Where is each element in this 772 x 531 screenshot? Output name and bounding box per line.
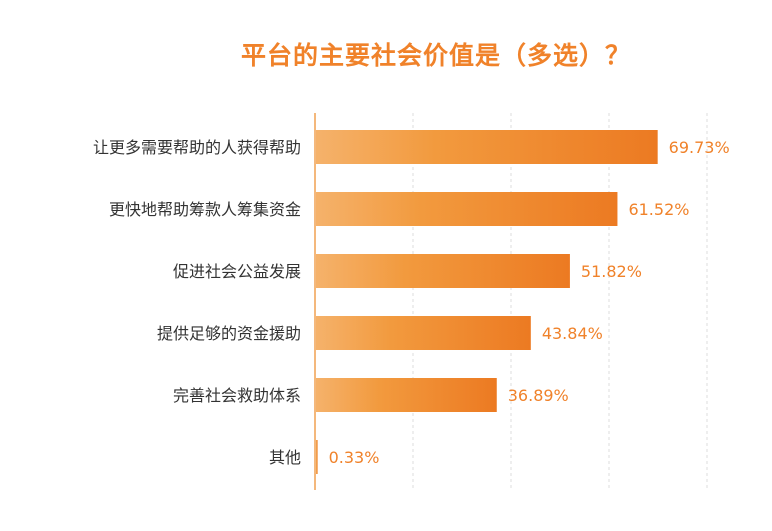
- labels: 让更多需要帮助的人获得帮助 69.73% 更快地帮助筹款人筹集资金 61.52% 促进社…: [93, 138, 730, 467]
- bar: [316, 316, 531, 350]
- value-label: 36.89%: [508, 386, 569, 405]
- value-label: 0.33%: [329, 448, 380, 467]
- category-label: 完善社会救助体系: [173, 386, 301, 405]
- gridlines: [412, 113, 708, 490]
- bar: [316, 254, 570, 288]
- bars: [316, 130, 658, 474]
- value-label: 61.52%: [628, 200, 689, 219]
- category-label: 促进社会公益发展: [173, 262, 301, 281]
- value-label: 51.82%: [581, 262, 642, 281]
- bar: [316, 130, 658, 164]
- bar: [316, 440, 318, 474]
- bar: [316, 192, 618, 226]
- bar: [316, 378, 497, 412]
- category-label: 让更多需要帮助的人获得帮助: [93, 138, 301, 157]
- category-label: 更快地帮助筹款人筹集资金: [109, 200, 301, 219]
- category-label: 其他: [269, 448, 301, 467]
- value-label: 69.73%: [669, 138, 730, 157]
- category-label: 提供足够的资金援助: [157, 324, 301, 343]
- value-label: 43.84%: [542, 324, 603, 343]
- chart-title: 平台的主要社会价值是（多选）？: [240, 41, 631, 70]
